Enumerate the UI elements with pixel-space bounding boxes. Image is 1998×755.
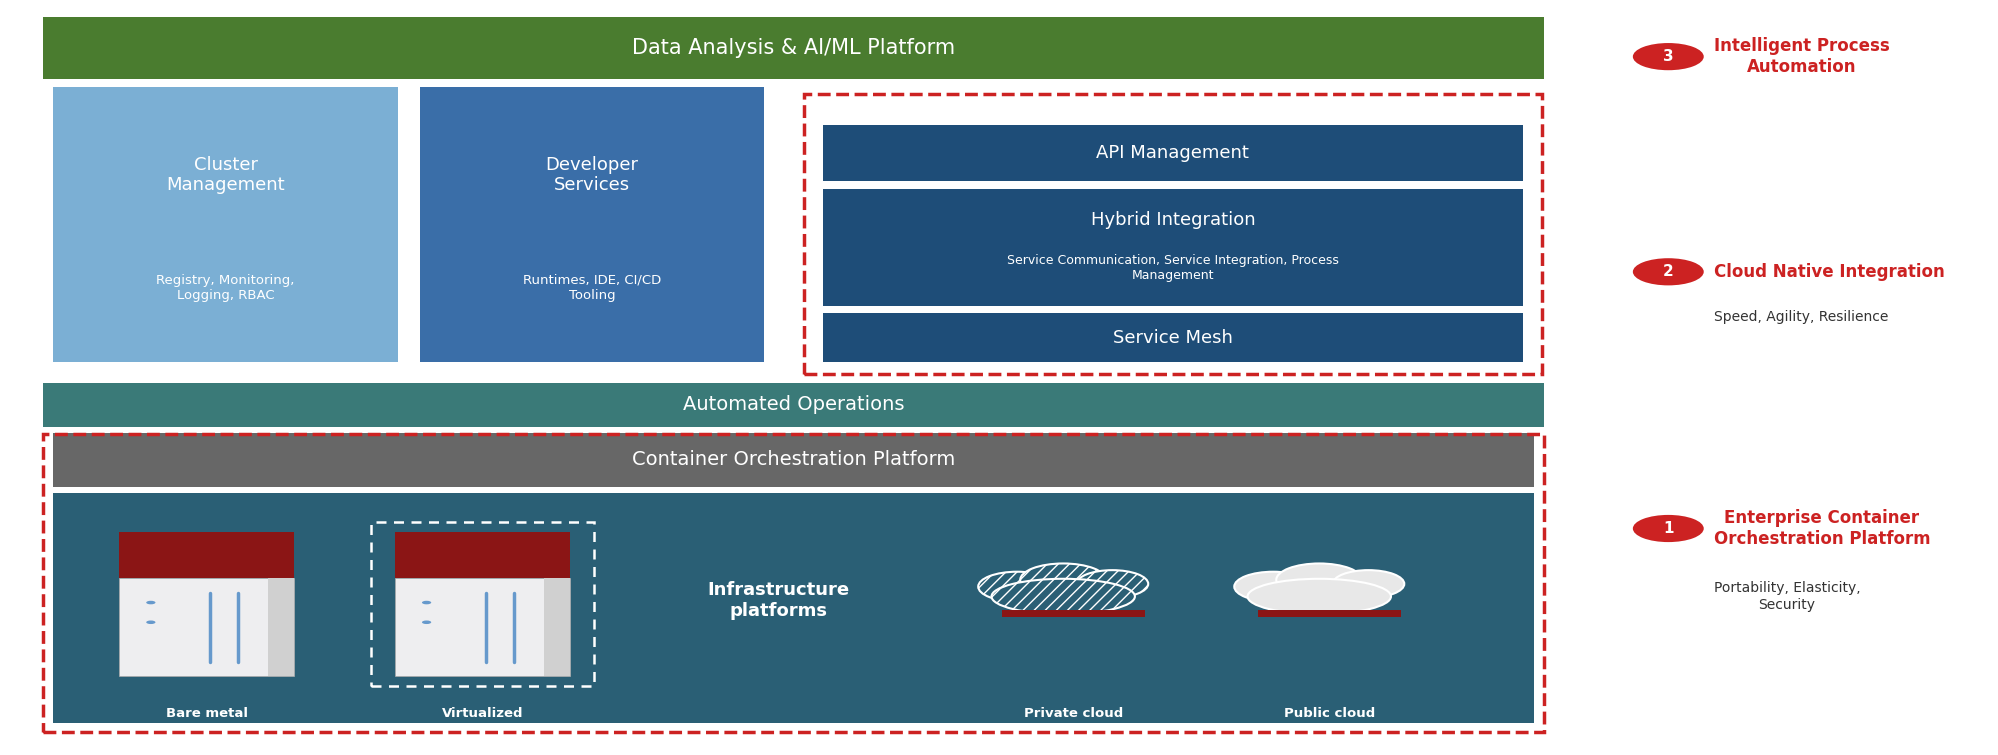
Text: Cloud Native Integration: Cloud Native Integration [1712, 263, 1944, 281]
Text: Developer
Services: Developer Services [545, 156, 637, 194]
Circle shape [146, 621, 156, 624]
Ellipse shape [1077, 570, 1147, 598]
Ellipse shape [1275, 563, 1361, 596]
Bar [803, 94, 1542, 374]
Circle shape [422, 601, 432, 604]
Text: Hybrid Integration: Hybrid Integration [1091, 211, 1255, 230]
Bar [44, 434, 1542, 732]
Bar [420, 87, 763, 362]
Text: Portability, Elasticity,
Security: Portability, Elasticity, Security [1712, 581, 1860, 612]
Text: Enterprise Container
Orchestration Platform: Enterprise Container Orchestration Platf… [1712, 509, 1930, 548]
Text: Service Communication, Service Integration, Process
Management: Service Communication, Service Integrati… [1007, 254, 1339, 282]
Bar [372, 522, 593, 686]
Ellipse shape [1333, 570, 1403, 598]
Circle shape [1632, 515, 1702, 542]
Ellipse shape [1019, 563, 1105, 596]
Bar [1001, 610, 1145, 617]
Text: Speed, Agility, Resilience: Speed, Agility, Resilience [1712, 310, 1886, 324]
Text: Container Orchestration Platform: Container Orchestration Platform [631, 450, 955, 470]
Text: Public cloud: Public cloud [1283, 707, 1375, 720]
Circle shape [146, 601, 156, 604]
Bar [44, 17, 1542, 79]
Text: Data Analysis & AI/ML Platform: Data Analysis & AI/ML Platform [631, 39, 955, 58]
Text: Intelligent Process
Automation: Intelligent Process Automation [1712, 37, 1888, 76]
Text: Infrastructure
platforms: Infrastructure platforms [707, 581, 849, 620]
Bar [268, 578, 294, 676]
Ellipse shape [977, 572, 1055, 602]
Text: 2: 2 [1662, 264, 1672, 279]
Text: 1: 1 [1662, 521, 1672, 536]
Bar [54, 433, 1534, 487]
Text: API Management: API Management [1097, 144, 1249, 162]
Bar [1257, 610, 1401, 617]
Bar [120, 532, 294, 578]
Bar [44, 383, 1542, 427]
Ellipse shape [1247, 579, 1391, 614]
Bar [823, 189, 1522, 306]
Bar [396, 532, 569, 578]
Bar [396, 578, 569, 676]
Bar [54, 493, 1534, 723]
Bar [120, 578, 294, 676]
Text: 3: 3 [1662, 49, 1672, 64]
Circle shape [1632, 258, 1702, 285]
Bar [823, 125, 1522, 181]
Circle shape [422, 621, 432, 624]
Text: Registry, Monitoring,
Logging, RBAC: Registry, Monitoring, Logging, RBAC [156, 274, 294, 302]
Bar [823, 313, 1522, 362]
Circle shape [1632, 43, 1702, 70]
Text: Service Mesh: Service Mesh [1113, 329, 1233, 347]
Ellipse shape [991, 579, 1135, 614]
Text: Private cloud: Private cloud [1023, 707, 1123, 720]
Text: Automated Operations: Automated Operations [683, 395, 903, 414]
Bar [54, 87, 398, 362]
Bar [543, 578, 569, 676]
Text: Cluster
Management: Cluster Management [166, 156, 284, 194]
Ellipse shape [1233, 572, 1311, 602]
Text: Bare metal: Bare metal [166, 707, 248, 720]
Text: Virtualized: Virtualized [442, 707, 523, 720]
Text: Runtimes, IDE, CI/CD
Tooling: Runtimes, IDE, CI/CD Tooling [523, 274, 661, 302]
